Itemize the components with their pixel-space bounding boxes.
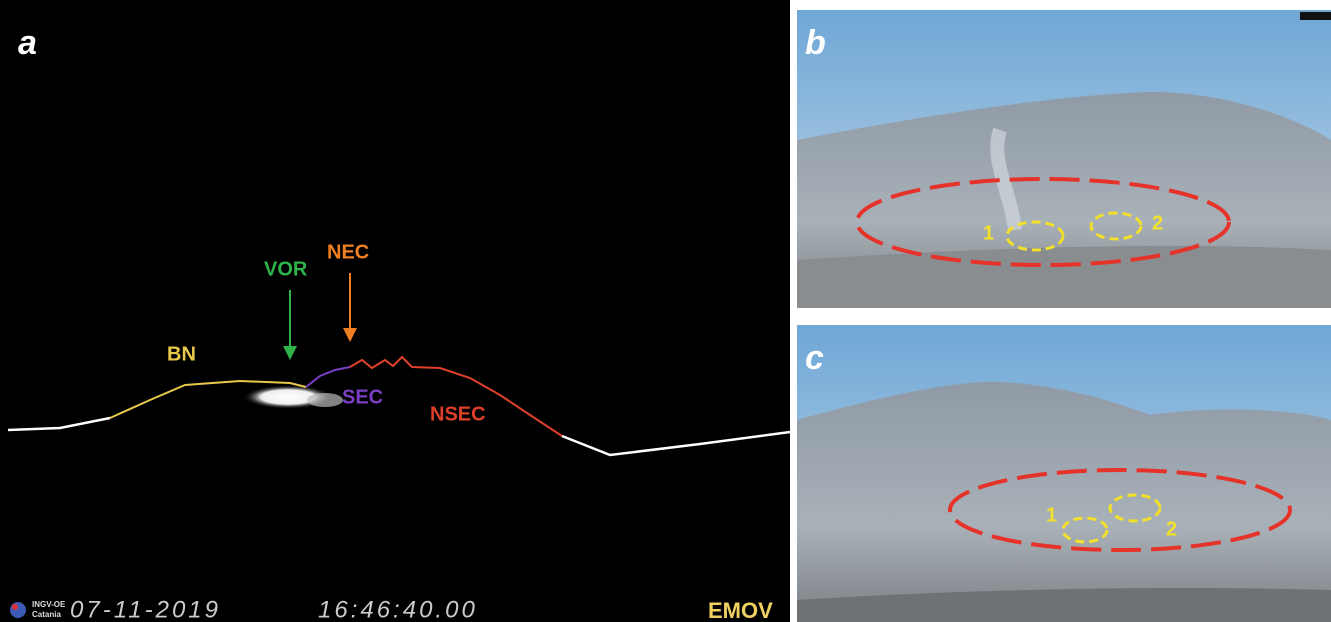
- corner-mark: [1300, 12, 1331, 20]
- crater-slope: [797, 382, 1331, 622]
- panel-c: c 1 2: [797, 325, 1331, 622]
- panel-a: a BN VOR NEC SEC NSEC INGV-OE Catania 07…: [0, 0, 790, 622]
- crater-label: NSEC: [430, 403, 486, 425]
- date: 07-11-2019: [70, 596, 221, 622]
- figure: a BN VOR NEC SEC NSEC INGV-OE Catania 07…: [0, 0, 1331, 622]
- logo-icon: [10, 602, 26, 618]
- plume: [307, 393, 343, 407]
- panel-label: a: [18, 24, 37, 62]
- panel-a-background: [0, 0, 790, 622]
- logo-text: INGV-OE: [32, 600, 66, 609]
- vent-label: 2: [1152, 212, 1163, 234]
- panel-b: b 1 2: [797, 10, 1331, 308]
- crater-label: NEC: [327, 241, 369, 263]
- vent-label: 1: [983, 222, 994, 244]
- logo-text: Catania: [32, 610, 61, 619]
- logo-icon: [12, 604, 18, 610]
- panel-label: b: [805, 24, 826, 62]
- panel-label: c: [805, 339, 824, 377]
- foreground-rock: [797, 246, 1331, 308]
- time: 16:46:40.00: [318, 596, 478, 622]
- vent-label: 2: [1166, 518, 1177, 540]
- crater-label: BN: [167, 343, 196, 365]
- crater-label: VOR: [264, 258, 308, 280]
- crater-label: SEC: [342, 386, 383, 408]
- camera: EMOV: [708, 598, 773, 622]
- vent-label: 1: [1046, 504, 1057, 526]
